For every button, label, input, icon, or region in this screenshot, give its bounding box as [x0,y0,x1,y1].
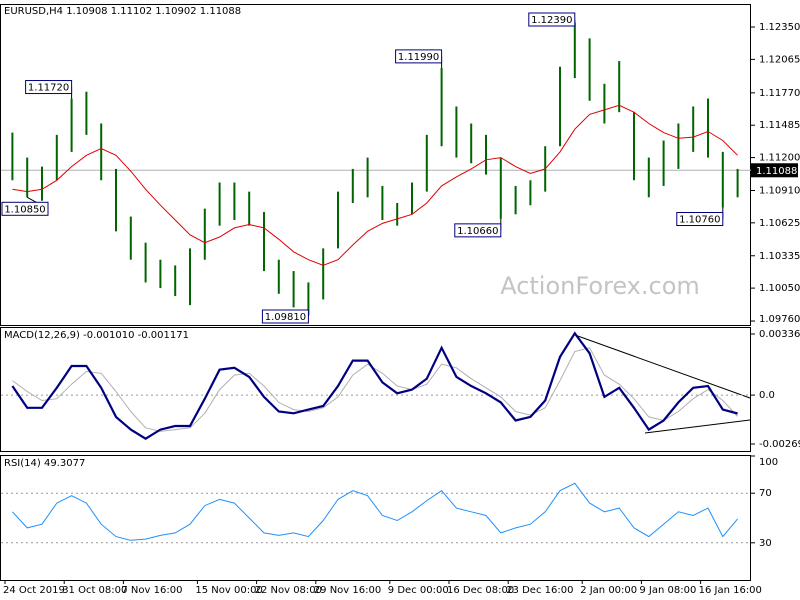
y-tick-label: 1.10625 [759,218,800,229]
x-tick-label: 24 Oct 2019 [3,585,65,596]
x-tick-label: 9 Jan 08:00 [639,585,696,596]
annotation-label: 1.10850 [4,204,45,215]
annotation-label: 1.11990 [398,52,439,63]
x-tick-label: 16 Jan 16:00 [699,585,762,596]
x-tick-label: 7 Nov 16:00 [121,585,182,596]
y-tick-label: 1.11200 [759,153,800,164]
trendline [644,419,751,434]
y-tick-label: 1.11770 [759,88,800,99]
y-tick-label: 1.12065 [759,54,800,65]
annotation-label: 1.12390 [531,15,572,26]
last-price-box [751,163,798,178]
y-tick-label: 1.09760 [759,314,800,325]
y-tick-label: 1.11485 [759,120,800,131]
annotation-box [454,223,502,238]
y-tick-label: 0.003362 [759,329,800,340]
y-tick-label: -0.002691 [759,439,800,450]
annotation-box [395,49,443,64]
annotation-box [676,212,724,227]
y-tick-label: 1.12350 [759,22,800,33]
signal-line [12,347,738,432]
y-tick-label: 1.10910 [759,185,800,196]
y-tick-label: 1.10335 [759,251,800,262]
x-tick-label: 9 Dec 00:00 [388,585,449,596]
x-tick-label: 31 Oct 08:00 [62,585,127,596]
last-price-label: 1.11088 [756,166,797,177]
x-tick-label: 29 Nov 16:00 [314,585,381,596]
macd-title: MACD(12,26,9) -0.001010 -0.001171 [4,330,189,341]
rsi-panel [0,455,751,581]
macd-panel [0,327,751,452]
y-tick-label: 30 [759,538,772,549]
x-tick-label: 16 Dec 08:00 [447,585,514,596]
moving-average [12,104,738,266]
annotation-label: 1.10660 [457,226,498,237]
watermark: ActionForex.com [500,272,700,300]
annotation-box [1,201,49,216]
annotation-box [261,309,309,324]
rsi-title: RSI(14) 49.3077 [4,458,85,469]
macd-line [11,331,738,440]
y-tick-label: 70 [759,488,772,499]
price-title: EURUSD,H4 1.10908 1.11102 1.10902 1.1108… [4,6,241,17]
x-tick-label: 15 Nov 00:00 [195,585,262,596]
x-tick-label: 2 Jan 00:00 [580,585,637,596]
rsi-line [12,482,738,541]
annotation-box [25,80,73,95]
x-tick-label: 23 Dec 16:00 [506,585,573,596]
y-tick-label: 100 [759,457,778,468]
y-tick-label: 0.0 [759,390,775,401]
annotation-label: 1.10760 [679,215,720,226]
annotation-label: 1.11720 [28,83,69,94]
y-tick-label: 1.10050 [759,283,800,294]
annotation-label: 1.09810 [265,312,306,323]
trendline [574,334,751,399]
annotation-box [528,12,576,27]
x-tick-label: 22 Nov 08:00 [255,585,322,596]
